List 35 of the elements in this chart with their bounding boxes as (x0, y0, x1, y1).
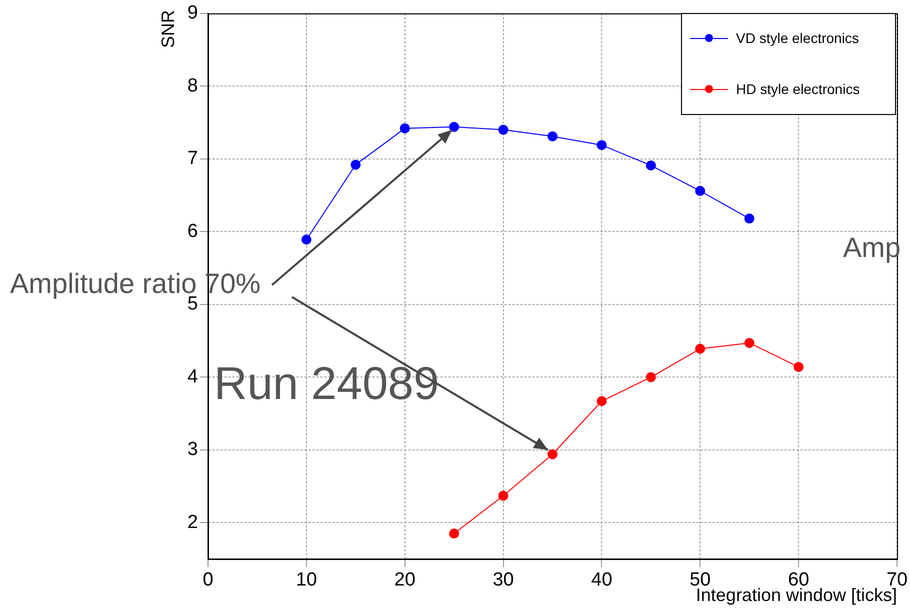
point (794, 362, 804, 372)
point (498, 124, 508, 135)
x-tick-label: 40 (591, 570, 612, 591)
point (548, 131, 558, 142)
point (350, 160, 361, 170)
y-tick-label: 2 (187, 512, 198, 533)
y-tick-label: 9 (187, 2, 198, 24)
point (695, 344, 706, 354)
y-tick-label: 8 (187, 75, 198, 96)
x-tick-label: 30 (492, 570, 514, 591)
point (646, 160, 656, 170)
point (646, 372, 656, 382)
x-tick-label: 10 (296, 570, 317, 591)
legend-label: VD style electronics (736, 30, 859, 46)
point (695, 186, 706, 196)
y-tick-label: 6 (187, 220, 198, 242)
point (400, 123, 410, 134)
y-axis-title: SNR (158, 10, 179, 48)
annotation: Run 24089 (214, 356, 440, 410)
point (301, 234, 312, 245)
legend-label: HD style electronics (736, 81, 860, 97)
point (498, 490, 508, 501)
point (449, 528, 460, 539)
y-tick-label: 7 (187, 148, 198, 170)
point (449, 122, 460, 132)
point (596, 396, 607, 406)
y-tick-label: 4 (187, 366, 198, 388)
point (548, 449, 558, 460)
point (744, 338, 754, 348)
point (744, 214, 754, 224)
x-tick-label: 0 (202, 570, 214, 591)
point (596, 140, 607, 150)
y-tick-label: 3 (187, 439, 198, 460)
x-tick-label: 60 (788, 570, 810, 591)
x-tick-label: 20 (394, 570, 416, 591)
